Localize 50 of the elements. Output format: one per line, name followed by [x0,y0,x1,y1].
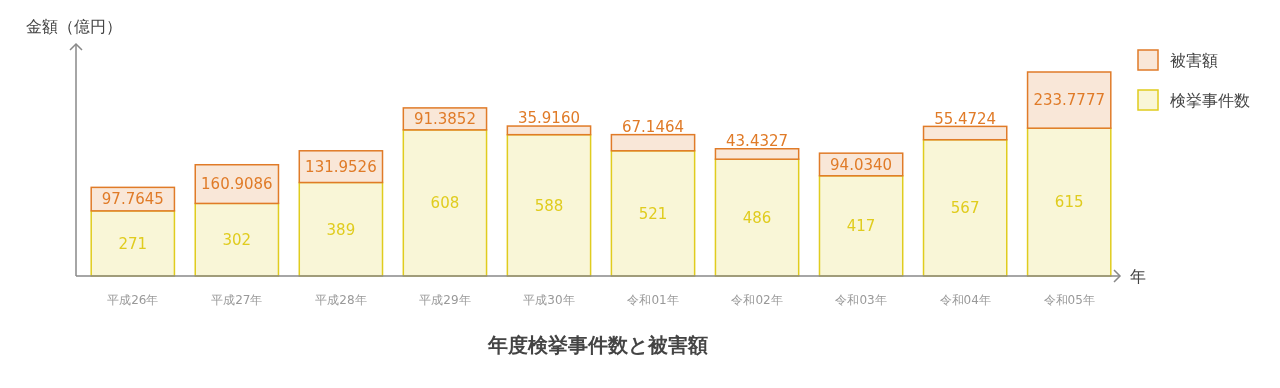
bar [194,202,280,277]
x-tick-label: 平成27年 [211,293,263,307]
data-label: 588 [534,196,564,215]
data-label: 55.4724 [934,109,997,128]
x-tick-label: 令和01年 [627,293,679,307]
x-tick-label: 平成28年 [315,293,367,307]
bar [1026,127,1112,277]
data-label: 233.7777 [1033,91,1105,110]
text: 年度検挙事件数と被害額 [487,333,708,357]
bar [506,125,592,136]
data-label: 131.9526 [305,157,377,176]
data-label: 43.4327 [726,132,789,150]
x-tick-label: 令和03年 [835,293,887,307]
bar [610,150,696,277]
y-axis-title: 金額（億円） [26,17,122,36]
bar [818,175,904,277]
data-label: 417 [846,217,876,236]
x-tick-label: 平成26年 [107,293,159,307]
data-label: 608 [430,194,460,213]
data-label: 35.9160 [517,109,580,128]
x-tick-label: 令和04年 [939,293,991,307]
x-tick-label: 平成29年 [419,293,471,307]
x-tick-label: 平成30年 [523,293,575,307]
data-label: 94.0340 [830,155,893,174]
bar [714,148,800,160]
x-axis-title: 年 [1130,266,1146,286]
data-label: 486 [742,208,772,227]
bar [298,181,384,277]
data-label: 271 [118,234,148,253]
data-label: 302 [222,230,252,249]
data-label: 97.7645 [101,190,164,209]
data-label: 521 [638,204,668,223]
x-tick-label: 令和05年 [1043,293,1095,307]
data-label: 91.3852 [413,110,476,129]
data-label: 67.1464 [622,117,685,136]
bar [922,125,1008,141]
legend-label: 検挙事件数 [1170,90,1250,110]
data-label: 160.9086 [201,175,273,194]
bar [922,138,1008,277]
bar [1026,71,1112,129]
x-tick-label: 令和02年 [731,293,783,307]
data-label: 389 [326,220,356,239]
legend-label: 被害額 [1170,50,1218,70]
bar [714,158,800,277]
bar [610,133,696,152]
bar [506,133,592,277]
bar [90,210,176,277]
data-label: 615 [1054,193,1084,212]
data-label: 567 [950,199,980,218]
bar [402,129,488,277]
